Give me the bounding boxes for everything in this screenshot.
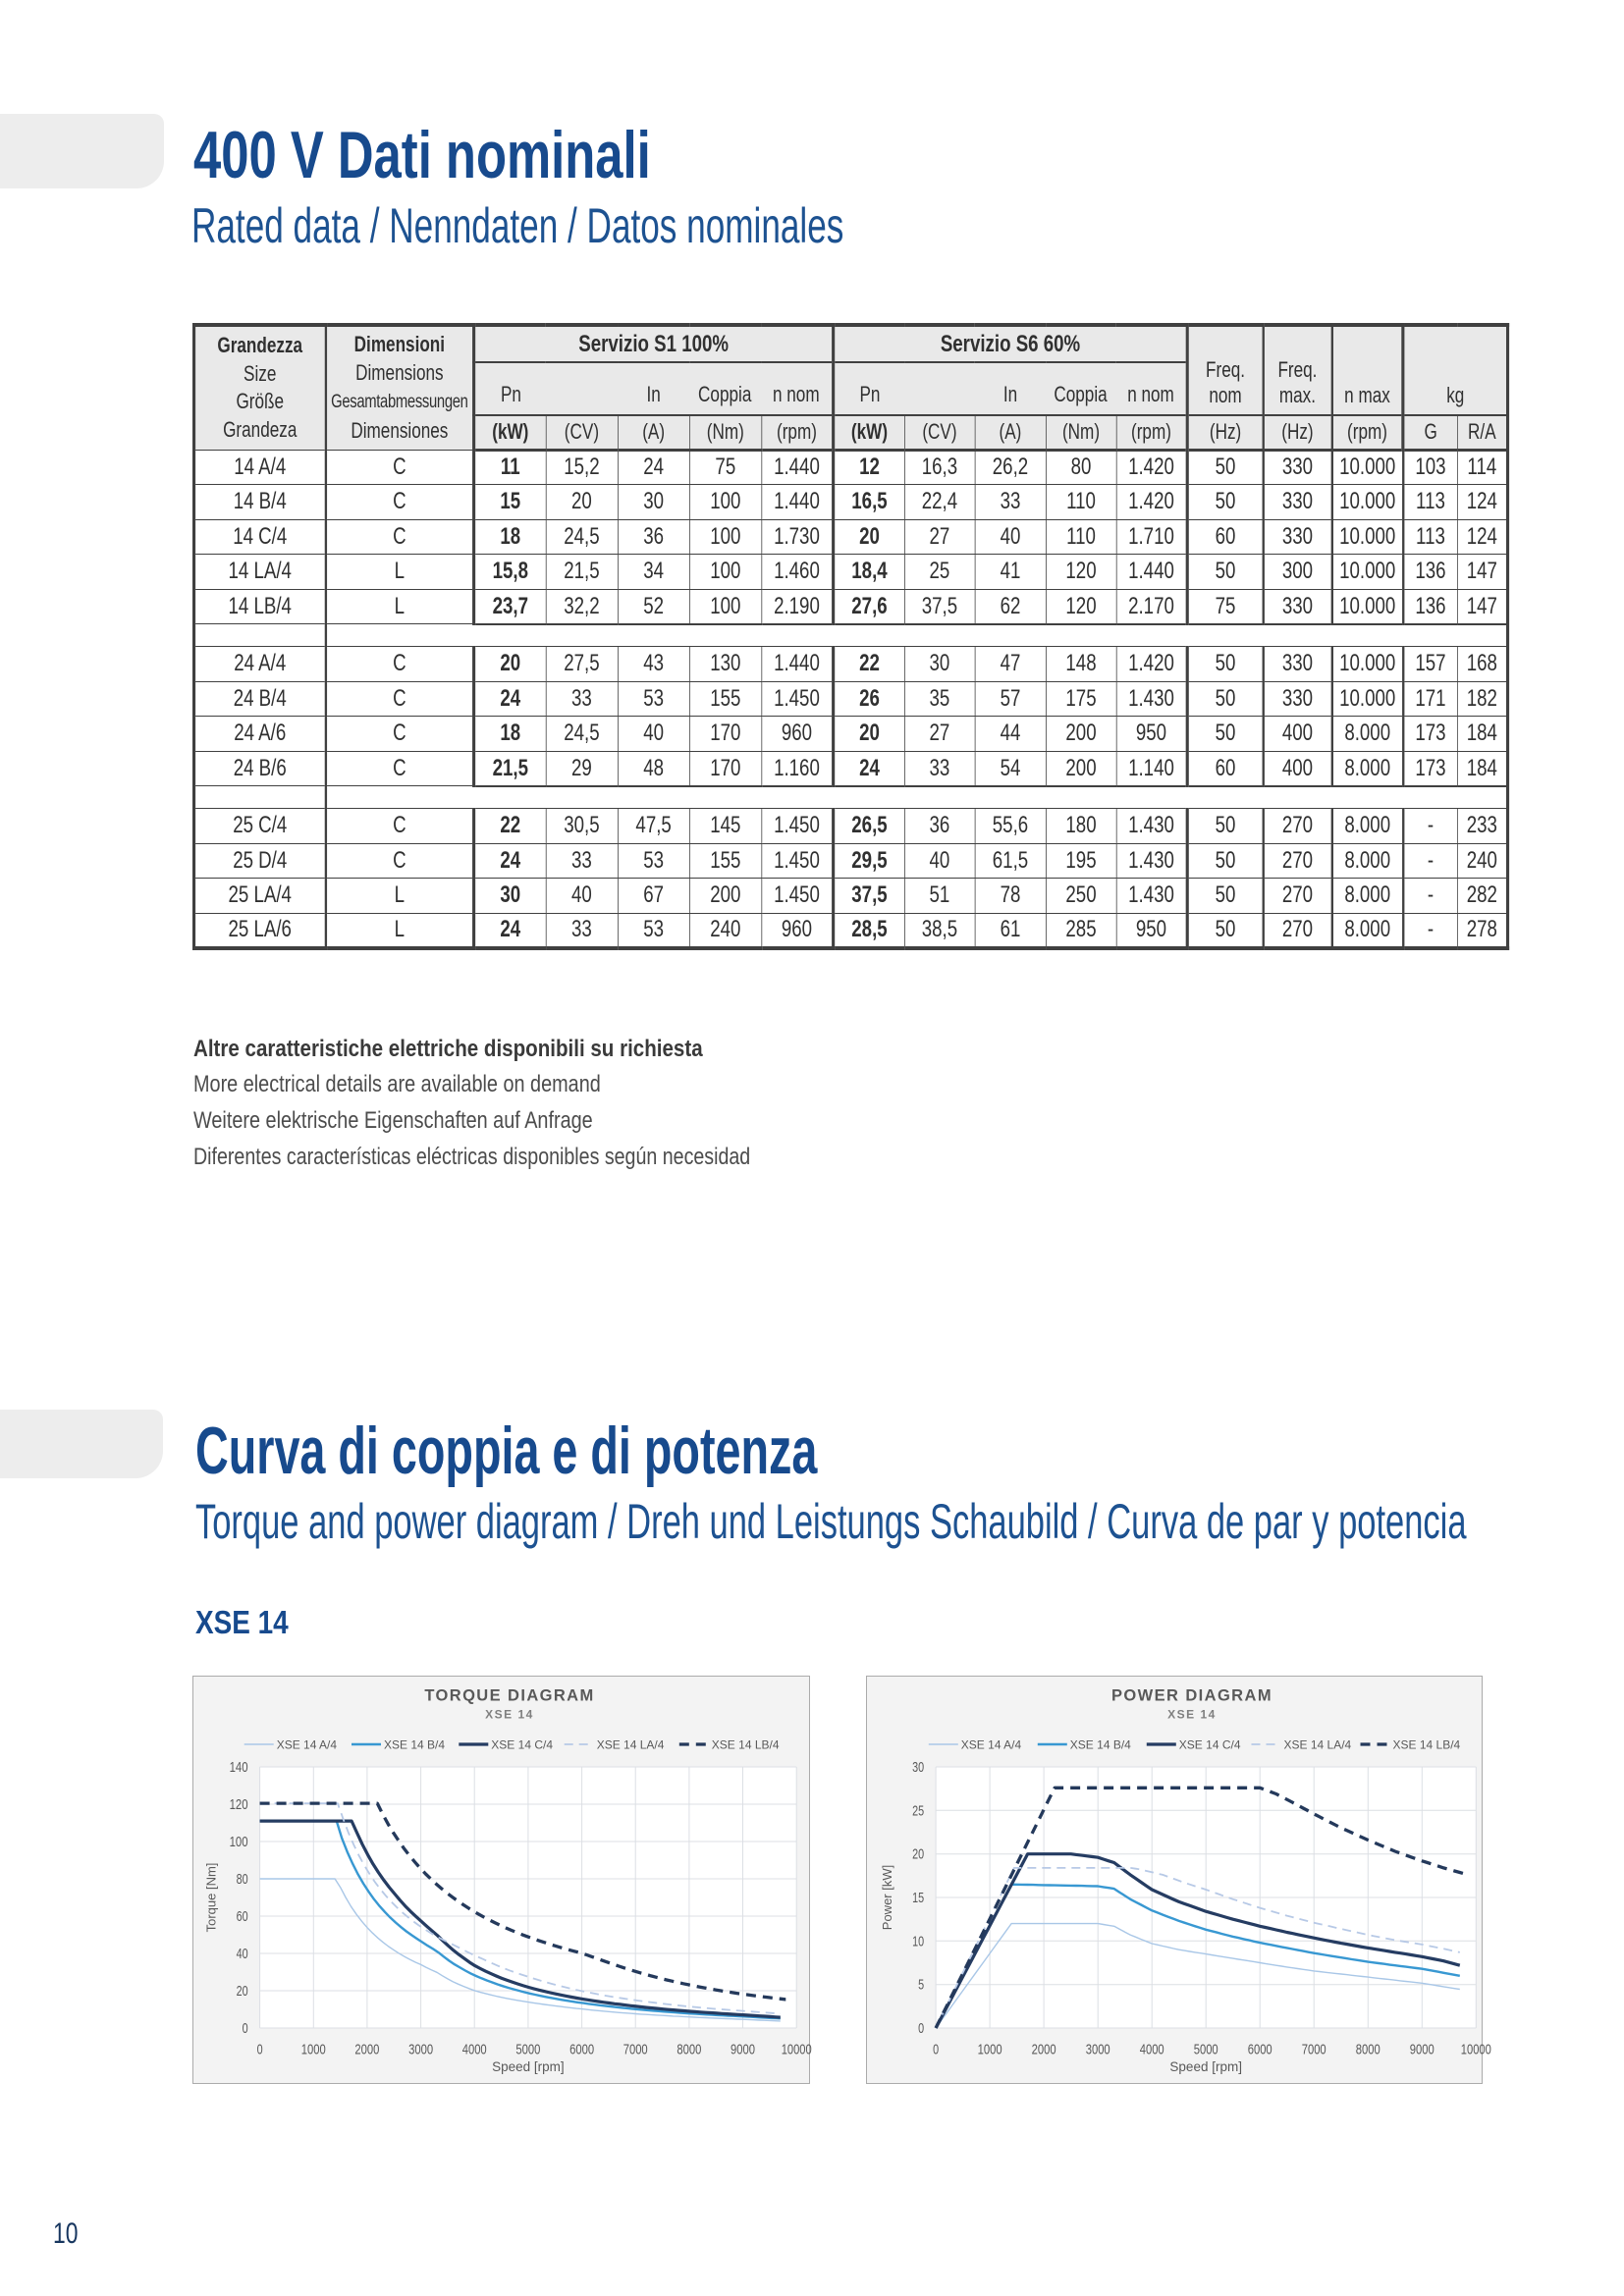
svg-text:30: 30: [912, 1759, 924, 1776]
svg-text:Torque [Nm]: Torque [Nm]: [204, 1863, 219, 1933]
svg-text:0: 0: [257, 2042, 263, 2058]
svg-text:XSE 14 LB/4: XSE 14 LB/4: [712, 1738, 780, 1752]
svg-text:XSE 14: XSE 14: [485, 1708, 534, 1722]
svg-text:3000: 3000: [408, 2042, 433, 2058]
svg-text:6000: 6000: [569, 2042, 594, 2058]
svg-text:XSE 14 A/4: XSE 14 A/4: [961, 1738, 1022, 1752]
svg-text:60: 60: [237, 1908, 248, 1925]
svg-text:XSE 14 LB/4: XSE 14 LB/4: [1393, 1738, 1461, 1752]
svg-text:XSE 14 LA/4: XSE 14 LA/4: [597, 1738, 665, 1752]
svg-text:20: 20: [912, 1846, 924, 1863]
svg-text:9000: 9000: [1410, 2042, 1435, 2058]
svg-text:0: 0: [933, 2042, 939, 2058]
svg-text:XSE 14 A/4: XSE 14 A/4: [277, 1738, 338, 1752]
svg-text:15: 15: [912, 1890, 924, 1906]
svg-text:10: 10: [912, 1933, 924, 1949]
svg-text:8000: 8000: [1356, 2042, 1380, 2058]
svg-text:3000: 3000: [1086, 2042, 1110, 2058]
svg-text:0: 0: [243, 2020, 248, 2037]
svg-text:2000: 2000: [354, 2042, 379, 2058]
svg-text:XSE 14 B/4: XSE 14 B/4: [1070, 1738, 1131, 1752]
svg-text:POWER DIAGRAM: POWER DIAGRAM: [1111, 1687, 1272, 1705]
svg-text:XSE 14 C/4: XSE 14 C/4: [1179, 1738, 1241, 1752]
svg-text:140: 140: [230, 1759, 248, 1776]
svg-text:Speed [rpm]: Speed [rpm]: [1169, 2059, 1242, 2074]
svg-text:100: 100: [230, 1834, 248, 1850]
svg-text:120: 120: [230, 1796, 248, 1813]
svg-text:10000: 10000: [782, 2042, 812, 2058]
svg-text:5000: 5000: [515, 2042, 540, 2058]
svg-text:10000: 10000: [1461, 2042, 1491, 2058]
svg-text:25: 25: [912, 1802, 924, 1819]
svg-text:XSE 14 B/4: XSE 14 B/4: [384, 1738, 445, 1752]
svg-text:Power [kW]: Power [kW]: [880, 1865, 894, 1930]
svg-text:7000: 7000: [1302, 2042, 1326, 2058]
svg-text:20: 20: [237, 1983, 248, 2000]
svg-text:5: 5: [918, 1977, 924, 1994]
svg-text:9000: 9000: [731, 2042, 755, 2058]
svg-text:0: 0: [918, 2020, 924, 2037]
svg-text:40: 40: [237, 1946, 248, 1962]
svg-text:1000: 1000: [301, 2042, 326, 2058]
svg-text:7000: 7000: [623, 2042, 648, 2058]
svg-text:1000: 1000: [978, 2042, 1002, 2058]
svg-text:2000: 2000: [1032, 2042, 1056, 2058]
svg-text:4000: 4000: [1140, 2042, 1164, 2058]
svg-text:XSE 14 C/4: XSE 14 C/4: [491, 1738, 553, 1752]
svg-text:TORQUE DIAGRAM: TORQUE DIAGRAM: [424, 1687, 594, 1705]
svg-text:6000: 6000: [1248, 2042, 1272, 2058]
svg-text:5000: 5000: [1194, 2042, 1218, 2058]
svg-text:XSE 14: XSE 14: [1167, 1708, 1217, 1722]
svg-text:XSE 14 LA/4: XSE 14 LA/4: [1284, 1738, 1352, 1752]
svg-text:4000: 4000: [462, 2042, 487, 2058]
svg-text:8000: 8000: [677, 2042, 701, 2058]
svg-text:80: 80: [237, 1871, 248, 1888]
svg-text:Speed [rpm]: Speed [rpm]: [492, 2059, 565, 2074]
